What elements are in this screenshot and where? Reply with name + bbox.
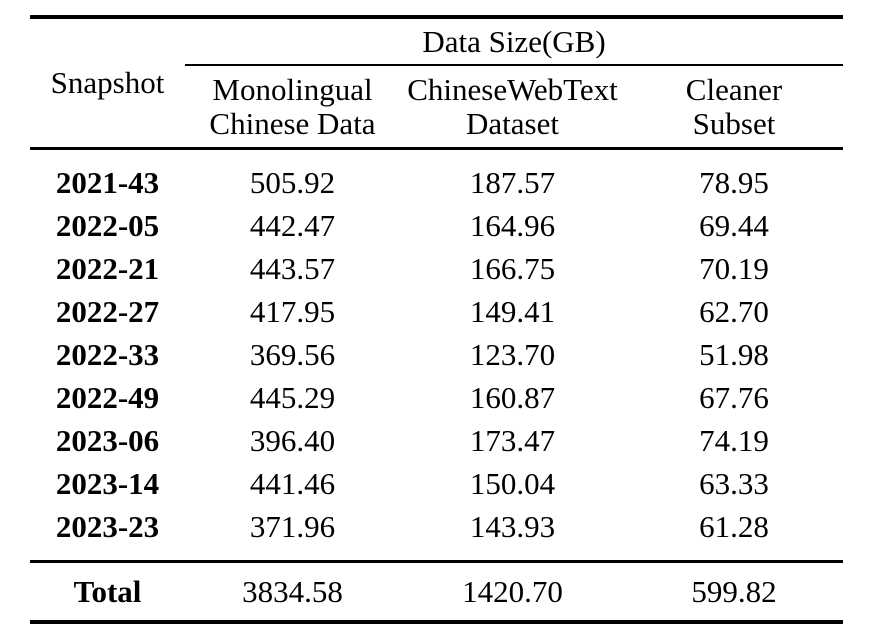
row-snapshot-label: 2023-06 <box>55 422 160 458</box>
snapshot-column-header: Snapshot <box>50 65 165 100</box>
table-row: 2022-21 443.57 166.75 70.19 <box>30 247 843 290</box>
table-row: 2022-49 445.29 160.87 67.76 <box>30 376 843 419</box>
cell-chinesewebtext: 166.75 <box>469 250 556 286</box>
table-row: 2021-43 505.92 187.57 78.95 <box>30 161 843 204</box>
row-snapshot-label: 2022-49 <box>55 379 160 415</box>
total-monolingual: 3834.58 <box>242 573 343 609</box>
cell-cleaner: 67.76 <box>699 379 769 415</box>
table-row: 2023-06 396.40 173.47 74.19 <box>30 419 843 462</box>
cell-chinesewebtext: 150.04 <box>469 465 556 501</box>
total-chinesewebtext: 1420.70 <box>462 573 563 609</box>
column-header-cleaner-subset: Cleaner Subset <box>685 71 783 141</box>
row-snapshot-label: 2023-14 <box>55 465 160 501</box>
row-snapshot-label: 2022-33 <box>55 336 160 372</box>
cell-cleaner: 78.95 <box>699 164 769 200</box>
table-row: 2022-27 417.95 149.41 62.70 <box>30 290 843 333</box>
total-cleaner: 599.82 <box>691 573 777 609</box>
cell-monolingual: 505.92 <box>249 164 336 200</box>
cell-monolingual: 417.95 <box>249 293 336 329</box>
table-row: 2023-14 441.46 150.04 63.33 <box>30 462 843 505</box>
cell-monolingual: 441.46 <box>249 465 336 501</box>
total-row: Total 3834.58 1420.70 599.82 <box>30 563 843 620</box>
cell-monolingual: 445.29 <box>249 379 336 415</box>
cell-chinesewebtext: 173.47 <box>469 422 556 458</box>
row-snapshot-label: 2022-21 <box>55 250 160 286</box>
cell-chinesewebtext: 149.41 <box>469 293 556 329</box>
table-body: 2021-43 505.92 187.57 78.95 2022-05 442.… <box>30 150 843 560</box>
cell-chinesewebtext: 143.93 <box>469 508 556 544</box>
cell-cleaner: 74.19 <box>699 422 769 458</box>
column-header-chinesewebtext-dataset: ChineseWebText Dataset <box>407 71 618 141</box>
table-row: 2022-05 442.47 164.96 69.44 <box>30 204 843 247</box>
table-footer: Total 3834.58 1420.70 599.82 <box>30 560 843 620</box>
total-label: Total <box>73 573 142 609</box>
cell-cleaner: 69.44 <box>699 207 769 243</box>
table-header: Snapshot Data Size(GB) Monolingual Chine… <box>30 19 843 150</box>
cell-cleaner: 70.19 <box>699 250 769 286</box>
cell-monolingual: 442.47 <box>249 207 336 243</box>
cell-cleaner: 63.33 <box>699 465 769 501</box>
table-row: 2022-33 369.56 123.70 51.98 <box>30 333 843 376</box>
cell-chinesewebtext: 160.87 <box>469 379 556 415</box>
cell-chinesewebtext: 123.70 <box>469 336 556 372</box>
cell-monolingual: 443.57 <box>249 250 336 286</box>
cell-monolingual: 369.56 <box>249 336 336 372</box>
group-header-data-size: Data Size(GB) <box>185 19 843 66</box>
cell-chinesewebtext: 164.96 <box>469 207 556 243</box>
row-snapshot-label: 2022-05 <box>55 207 160 243</box>
cell-monolingual: 371.96 <box>249 508 336 544</box>
data-size-table: Snapshot Data Size(GB) Monolingual Chine… <box>30 15 843 624</box>
cell-cleaner: 61.28 <box>699 508 769 544</box>
row-snapshot-label: 2021-43 <box>55 164 160 200</box>
row-snapshot-label: 2023-23 <box>55 508 160 544</box>
cell-cleaner: 62.70 <box>699 293 769 329</box>
cell-monolingual: 396.40 <box>249 422 336 458</box>
row-snapshot-label: 2022-27 <box>55 293 160 329</box>
table-row: 2023-23 371.96 143.93 61.28 <box>30 505 843 548</box>
column-header-monolingual-chinese-data: Monolingual Chinese Data <box>209 71 376 141</box>
cell-chinesewebtext: 187.57 <box>469 164 556 200</box>
cell-cleaner: 51.98 <box>699 336 769 372</box>
